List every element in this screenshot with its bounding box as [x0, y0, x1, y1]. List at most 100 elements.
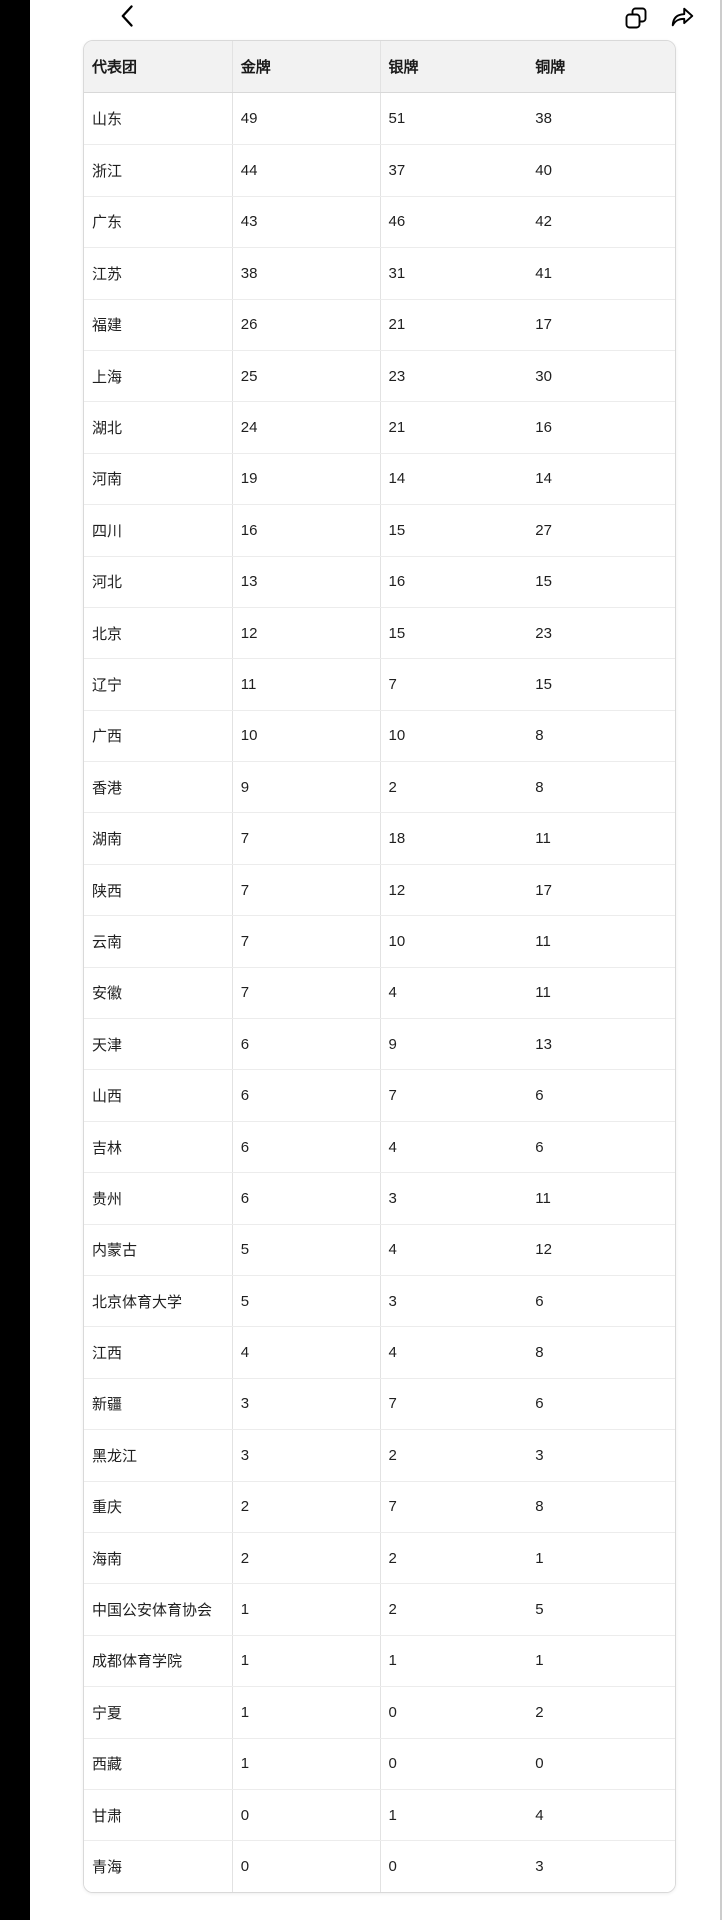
share-arrow-icon — [669, 4, 696, 30]
delegation-cell: 新疆 — [92, 1396, 123, 1414]
table-row: 西藏 1 0 0 — [84, 1737, 675, 1789]
bronze-cell: 23 — [535, 624, 552, 642]
delegation-cell: 重庆 — [92, 1499, 123, 1517]
silver-cell: 37 — [379, 145, 528, 196]
silver-cell: 1 — [379, 1789, 528, 1841]
header-cell-bronze: 铜牌 — [535, 59, 566, 76]
gold-cell: 6 — [231, 1019, 380, 1070]
delegation-cell: 陕西 — [92, 882, 123, 900]
delegation-cell: 湖北 — [92, 420, 123, 438]
silver-cell: 15 — [379, 505, 528, 556]
share-button[interactable] — [667, 3, 697, 31]
bronze-cell: 41 — [535, 264, 552, 282]
table-row: 四川 16 15 27 — [84, 504, 675, 556]
gold-cell: 10 — [231, 710, 380, 762]
gold-cell: 49 — [231, 93, 380, 145]
gold-cell: 7 — [231, 967, 380, 1019]
delegation-cell: 山东 — [92, 111, 123, 129]
back-button[interactable] — [114, 2, 142, 30]
bronze-cell: 2 — [535, 1703, 544, 1721]
bronze-cell: 11 — [535, 830, 551, 848]
silver-cell: 4 — [379, 967, 528, 1019]
delegation-cell: 山西 — [92, 1088, 123, 1106]
table-row: 福建 26 21 17 — [84, 298, 675, 350]
bronze-cell: 8 — [535, 727, 544, 745]
delegation-cell: 西藏 — [92, 1756, 123, 1774]
silver-cell: 7 — [379, 1378, 528, 1430]
table-row: 山西 6 7 6 — [84, 1069, 675, 1121]
silver-cell: 0 — [379, 1841, 528, 1892]
bronze-cell: 15 — [535, 675, 552, 693]
delegation-cell: 内蒙古 — [92, 1242, 138, 1260]
silver-cell: 7 — [379, 1070, 528, 1121]
bronze-cell: 40 — [535, 162, 552, 180]
table-row: 青海 0 0 3 — [84, 1840, 675, 1892]
delegation-cell: 北京 — [92, 625, 123, 643]
silver-cell: 2 — [379, 1430, 528, 1481]
bronze-cell: 6 — [535, 1292, 544, 1310]
table-row: 中国公安体育协会 1 2 5 — [84, 1583, 675, 1635]
silver-cell: 21 — [379, 299, 528, 350]
delegation-cell: 海南 — [92, 1550, 123, 1568]
gold-cell: 19 — [231, 453, 380, 505]
table-row: 天津 6 9 13 — [84, 1018, 675, 1070]
header-cell-delegation: 代表团 — [92, 59, 138, 76]
gold-cell: 12 — [231, 607, 380, 659]
table-row: 宁夏 1 0 2 — [84, 1686, 675, 1738]
header-cell-silver: 银牌 — [379, 41, 528, 92]
table-row: 广东 43 46 42 — [84, 195, 675, 248]
bronze-cell: 12 — [535, 1241, 552, 1259]
gold-cell: 1 — [231, 1584, 380, 1635]
table-row: 上海 25 23 30 — [84, 349, 675, 402]
table-row: 新疆 3 7 6 — [84, 1377, 675, 1430]
delegation-cell: 四川 — [92, 522, 123, 540]
gold-cell: 13 — [231, 556, 380, 607]
delegation-cell: 辽宁 — [92, 676, 123, 694]
bronze-cell: 42 — [535, 213, 552, 231]
copy-button[interactable] — [622, 4, 650, 32]
bronze-cell: 8 — [535, 778, 544, 796]
silver-cell: 12 — [379, 864, 528, 916]
bronze-cell: 30 — [535, 367, 552, 385]
delegation-cell: 天津 — [92, 1036, 123, 1054]
table-row: 湖北 24 21 16 — [84, 401, 675, 453]
table-row: 江西 4 4 8 — [84, 1326, 675, 1378]
gold-cell: 1 — [231, 1738, 380, 1789]
bronze-cell: 5 — [535, 1601, 544, 1619]
bronze-cell: 8 — [535, 1498, 544, 1516]
silver-cell: 18 — [379, 813, 528, 864]
delegation-cell: 安徽 — [92, 985, 123, 1003]
silver-cell: 9 — [379, 1019, 528, 1070]
silver-cell: 31 — [379, 248, 528, 299]
table-row: 浙江 44 37 40 — [84, 144, 675, 196]
table-row: 广西 10 10 8 — [84, 709, 675, 762]
table-row: 贵州 6 3 11 — [84, 1172, 675, 1224]
delegation-cell: 甘肃 — [92, 1807, 123, 1825]
gold-cell: 16 — [231, 505, 380, 556]
table-row: 云南 7 10 11 — [84, 915, 675, 967]
table-row: 黑龙江 3 2 3 — [84, 1429, 675, 1481]
gold-cell: 3 — [231, 1378, 380, 1430]
silver-cell: 16 — [379, 556, 528, 607]
delegation-cell: 浙江 — [92, 163, 123, 181]
delegation-cell: 福建 — [92, 317, 123, 335]
gold-cell: 3 — [231, 1430, 380, 1481]
bronze-cell: 1 — [535, 1549, 544, 1567]
gold-cell: 24 — [231, 402, 380, 453]
silver-cell: 46 — [379, 196, 528, 248]
copy-pages-icon — [624, 6, 648, 30]
silver-cell: 4 — [379, 1121, 528, 1173]
gold-cell: 9 — [231, 762, 380, 813]
bronze-cell: 3 — [535, 1857, 544, 1875]
bronze-cell: 17 — [535, 881, 552, 899]
bronze-cell: 15 — [535, 573, 552, 591]
silver-cell: 7 — [379, 1481, 528, 1532]
silver-cell: 2 — [379, 1532, 528, 1584]
table-row: 山东 49 51 38 — [84, 93, 675, 145]
bronze-cell: 27 — [535, 521, 552, 539]
silver-cell: 0 — [379, 1738, 528, 1789]
silver-cell: 1 — [379, 1635, 528, 1687]
delegation-cell: 湖南 — [92, 831, 123, 849]
gold-cell: 25 — [231, 350, 380, 402]
bronze-cell: 4 — [535, 1806, 544, 1824]
